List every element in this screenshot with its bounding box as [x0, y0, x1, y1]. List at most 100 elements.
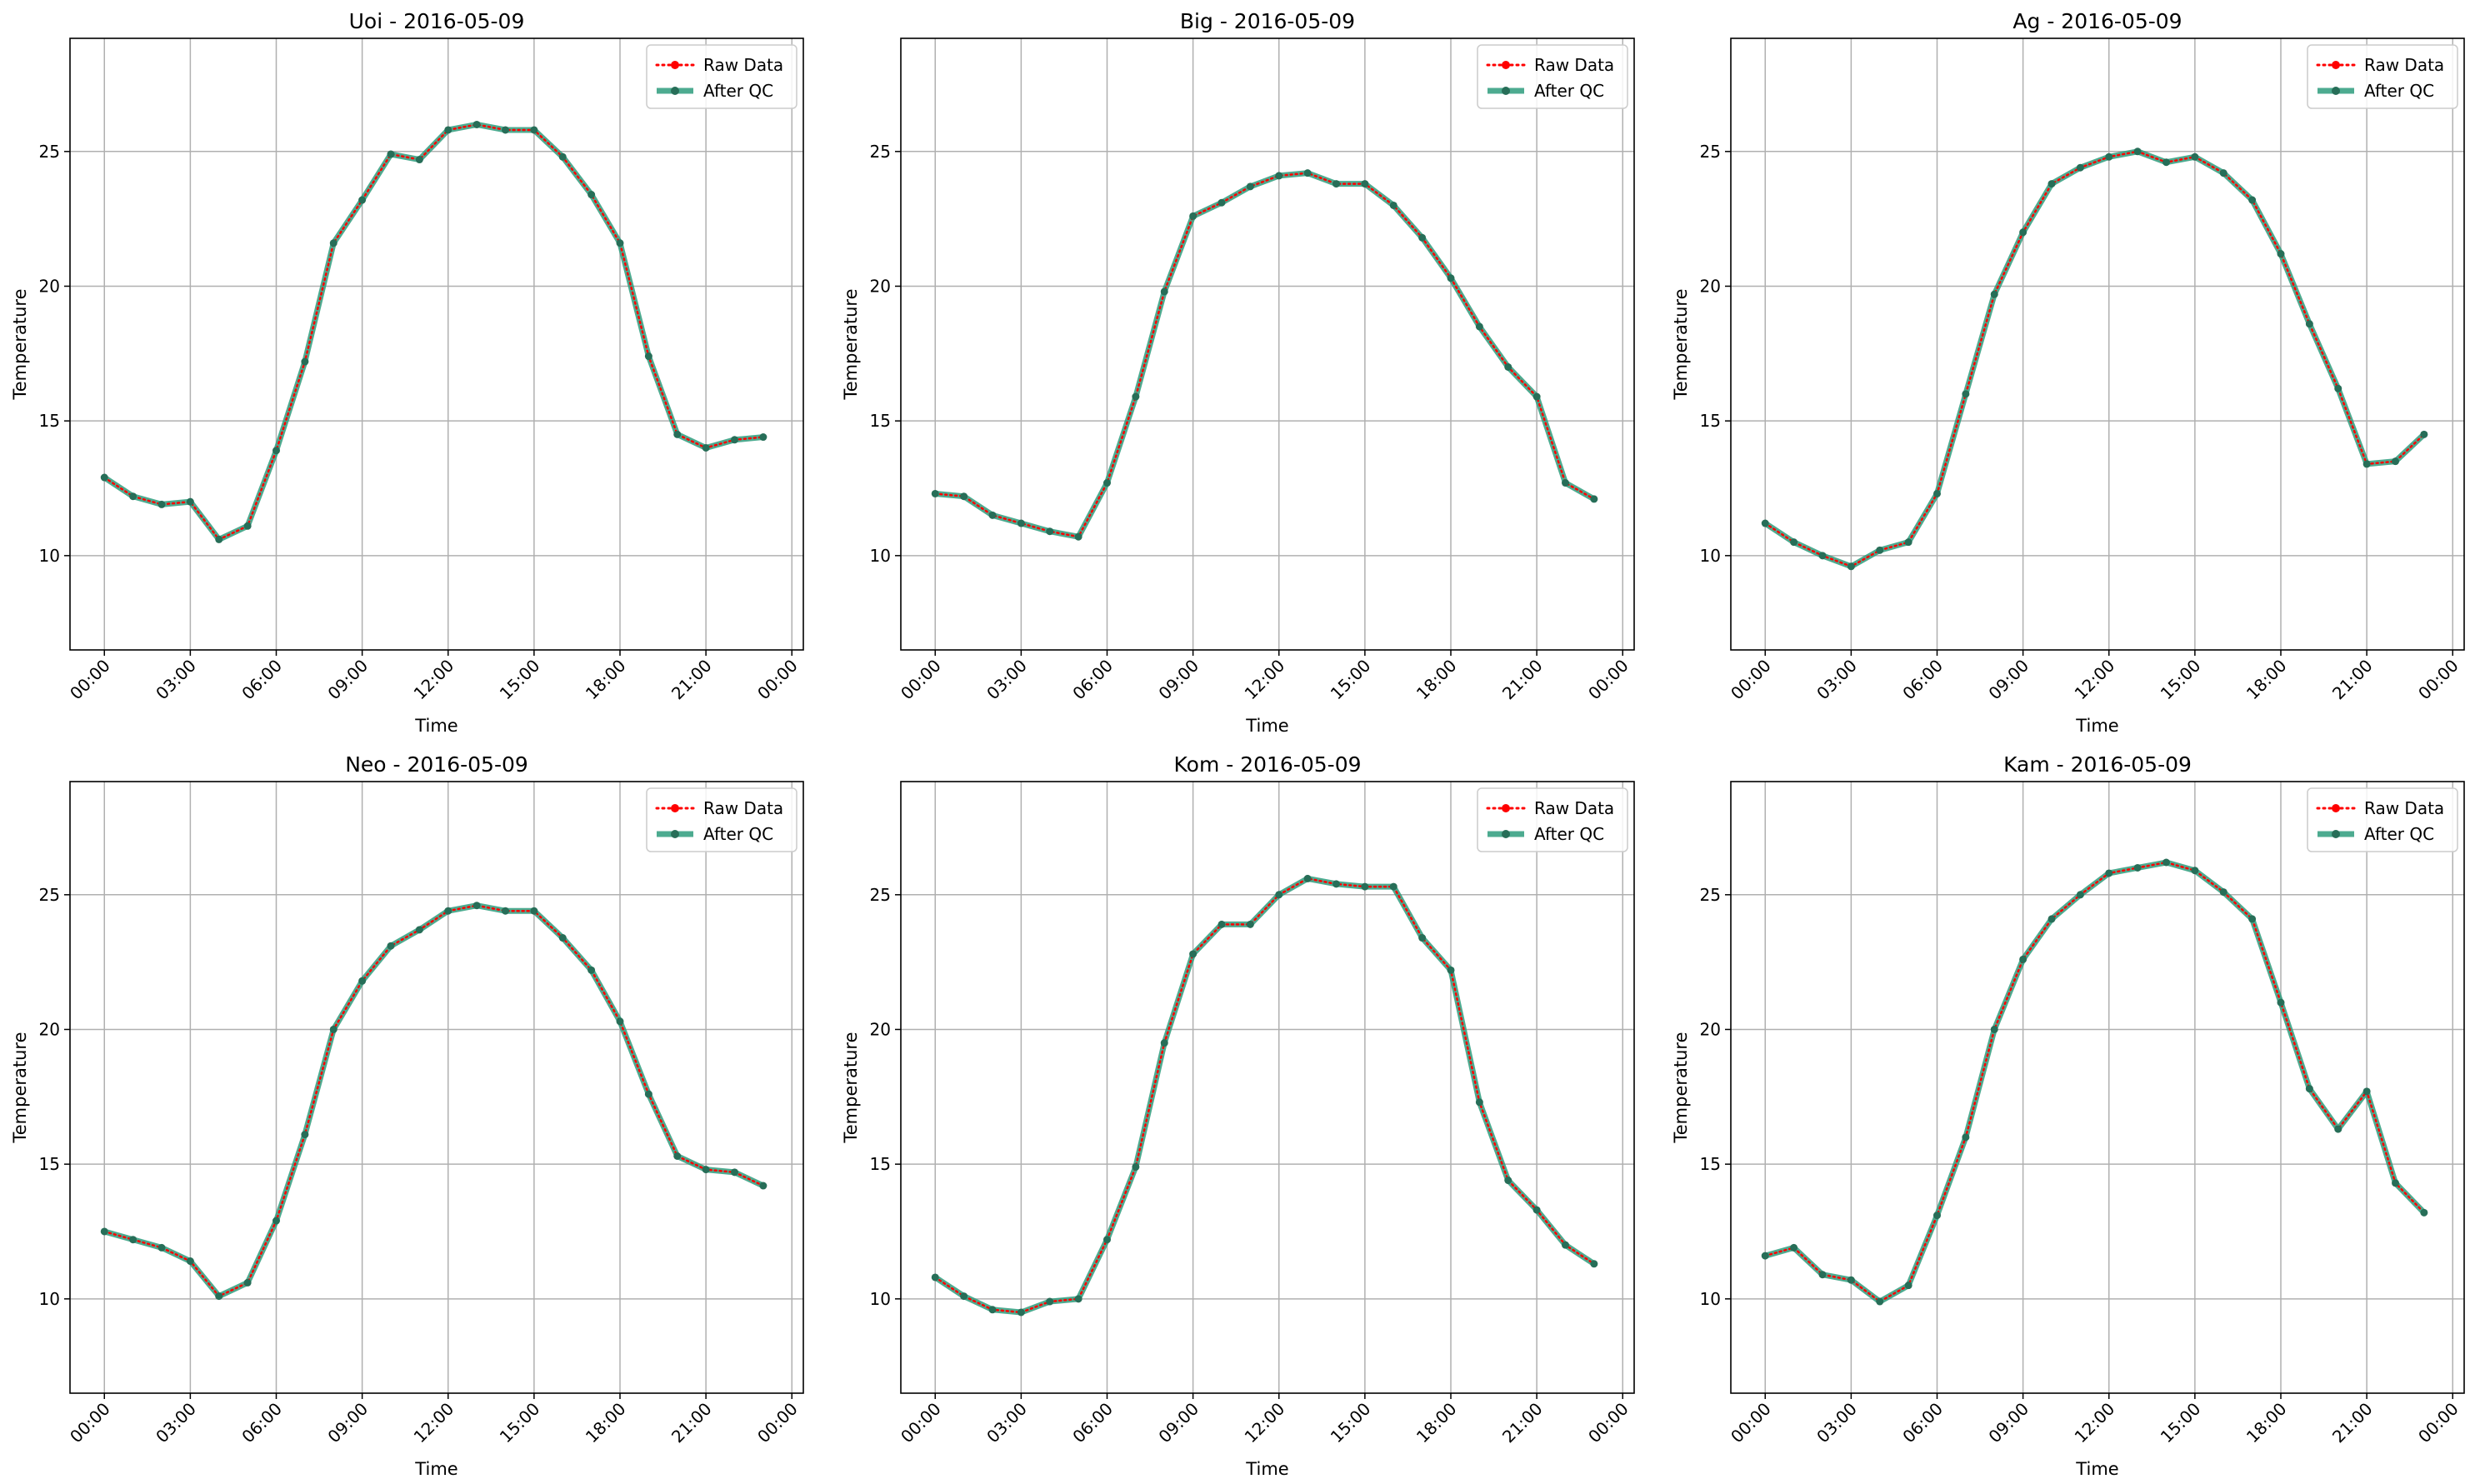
y-tick-label: 20: [1700, 1019, 1721, 1039]
raw-data-line: [103, 123, 765, 541]
after-qc-point: [2162, 158, 2170, 167]
legend-qc-label: After QC: [1534, 81, 1604, 101]
after-qc-point: [988, 1306, 997, 1314]
legend-raw-marker: [2332, 61, 2340, 69]
x-tick-label: 06:00: [1068, 656, 1117, 704]
x-tick-label: 06:00: [238, 1399, 286, 1447]
y-tick-label: 20: [870, 276, 891, 296]
after-qc-point: [558, 152, 567, 161]
after-qc-point: [129, 1236, 138, 1244]
after-qc-point: [1904, 1282, 1912, 1290]
y-tick-label: 15: [870, 1154, 891, 1174]
after-qc-point: [2162, 858, 2170, 867]
x-tick-label: 00:00: [753, 1399, 802, 1447]
y-tick-label: 20: [1700, 276, 1721, 296]
x-tick-label: 12:00: [2071, 656, 2119, 704]
after-qc-point: [2076, 891, 2084, 899]
after-qc-point: [588, 966, 596, 974]
x-tick-label: 18:00: [582, 656, 630, 704]
after-qc-point: [1447, 274, 1455, 282]
legend-qc-marker: [1502, 87, 1510, 95]
y-tick-label: 20: [870, 1019, 891, 1039]
legend-raw-label: Raw Data: [1534, 798, 1614, 818]
after-qc-point: [329, 1025, 338, 1033]
after-qc-point: [1990, 290, 1998, 298]
after-qc-point: [1275, 891, 1283, 899]
after-qc-point: [1590, 1260, 1598, 1268]
after-qc-point: [1361, 882, 1369, 891]
legend: Raw Data After QC: [1477, 787, 1628, 852]
x-tick-label: 15:00: [2157, 656, 2205, 704]
after-qc-point: [301, 1131, 309, 1139]
after-qc-point: [158, 500, 166, 508]
x-axis-label: Time: [414, 1459, 458, 1479]
legend-qc-marker: [2332, 87, 2340, 95]
x-tick-label: 21:00: [668, 656, 716, 704]
raw-data-line: [934, 877, 1596, 1314]
x-tick-label: 18:00: [1412, 1399, 1461, 1447]
x-axis-label: Time: [1245, 1459, 1288, 1479]
after-qc-point: [444, 907, 452, 915]
after-qc-point: [1074, 532, 1082, 541]
x-tick-label: 00:00: [897, 1399, 945, 1447]
x-tick-label: 15:00: [496, 1399, 544, 1447]
after-qc-point: [1046, 527, 1054, 536]
after-qc-point: [1332, 880, 1340, 888]
raw-data-line: [1764, 150, 2426, 568]
after-qc-point: [243, 1278, 252, 1287]
after-qc-point: [931, 1273, 939, 1282]
chart-title: Kom - 2016-05-09: [1174, 752, 1362, 777]
axes-frame: [1730, 37, 2465, 651]
after-qc-point: [1418, 934, 1427, 942]
x-tick-label: 09:00: [323, 1399, 372, 1447]
after-qc-point: [1160, 287, 1168, 296]
after-qc-point: [2305, 320, 2313, 328]
after-qc-point: [415, 156, 423, 164]
y-tick-label: 10: [870, 546, 891, 566]
y-tick-label: 25: [1700, 142, 1721, 162]
after-qc-point: [472, 902, 481, 910]
x-axis-label: Time: [414, 716, 458, 736]
x-tick-label: 18:00: [582, 1399, 630, 1447]
after-qc-point: [1389, 882, 1398, 891]
after-qc-point: [2076, 163, 2084, 172]
after-qc-point: [1475, 1098, 1483, 1107]
y-axis-label: Temperature: [841, 1032, 861, 1143]
after-qc-point: [1389, 201, 1398, 209]
after-qc-point: [1447, 966, 1455, 974]
legend-raw-label: Raw Data: [703, 55, 783, 75]
x-tick-label: 00:00: [2414, 656, 2462, 704]
after-qc-point: [415, 926, 423, 934]
y-tick-label: 15: [39, 411, 60, 431]
after-qc-point: [100, 1227, 108, 1236]
y-tick-label: 10: [870, 1289, 891, 1309]
after-qc-point: [387, 150, 395, 158]
x-tick-label: 03:00: [152, 1399, 200, 1447]
after-qc-point: [931, 489, 939, 497]
after-qc-point: [1218, 198, 1226, 207]
panel-1: 00:00 03:00 06:00 09:00 12:00 15:00 18:00 21:00…: [10, 9, 804, 736]
after-qc-point: [358, 196, 367, 204]
after-qc-point: [616, 239, 624, 247]
after-qc-point: [1017, 519, 1025, 527]
after-qc-point: [1504, 362, 1512, 371]
x-tick-label: 00:00: [2414, 1399, 2462, 1447]
after-qc-point: [2277, 250, 2285, 258]
after-qc-point: [1790, 538, 1798, 547]
after-qc-point: [558, 934, 567, 942]
panel-3: 00:00 03:00 06:00 09:00 12:00 15:00 18:00 21:00…: [1671, 9, 2465, 736]
y-axis-label: Temperature: [10, 1032, 30, 1143]
x-tick-label: 15:00: [1327, 1399, 1375, 1447]
x-tick-label: 00:00: [1584, 656, 1632, 704]
legend-qc-label: After QC: [2364, 81, 2434, 101]
legend: Raw Data After QC: [646, 787, 798, 852]
after-qc-point: [129, 492, 138, 501]
x-tick-label: 15:00: [496, 656, 544, 704]
after-qc-point: [644, 1090, 652, 1098]
panel-2: 00:00 03:00 06:00 09:00 12:00 15:00 18:00 21:00…: [841, 9, 1635, 736]
after-qc-point: [472, 120, 481, 128]
legend-raw-marker: [671, 61, 679, 69]
x-tick-label: 00:00: [1727, 656, 1775, 704]
after-qc-point: [2248, 196, 2257, 204]
after-qc-point: [1303, 874, 1312, 882]
